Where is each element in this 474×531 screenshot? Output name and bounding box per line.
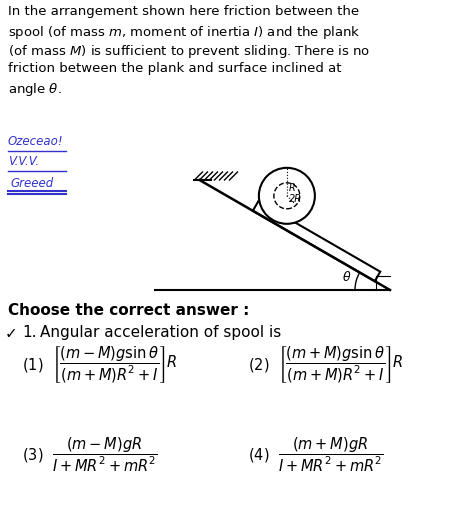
Text: $(3)$: $(3)$ xyxy=(22,446,44,464)
Text: 1.: 1. xyxy=(22,325,36,340)
Text: Angular acceleration of spool is: Angular acceleration of spool is xyxy=(40,325,281,340)
Text: $\left[\dfrac{(m+M)g\sin\theta}{(m+M)R^2+I}\right]R$: $\left[\dfrac{(m+M)g\sin\theta}{(m+M)R^2… xyxy=(278,345,403,386)
Text: $\dfrac{(m-M)gR}{I+MR^2+mR^2}$: $\dfrac{(m-M)gR}{I+MR^2+mR^2}$ xyxy=(52,436,158,474)
Text: Ozeceao!: Ozeceao! xyxy=(8,135,64,148)
Text: $(4)$: $(4)$ xyxy=(248,446,269,464)
Text: $\dfrac{(m+M)gR}{I+MR^2+mR^2}$: $\dfrac{(m+M)gR}{I+MR^2+mR^2}$ xyxy=(278,436,383,474)
Text: R: R xyxy=(289,183,296,193)
Text: In the arrangement shown here friction between the: In the arrangement shown here friction b… xyxy=(8,5,359,18)
Text: $\checkmark$: $\checkmark$ xyxy=(4,325,16,340)
Text: $(2)$: $(2)$ xyxy=(248,356,269,374)
Circle shape xyxy=(274,183,300,209)
Polygon shape xyxy=(253,201,380,281)
Text: friction between the plank and surface inclined at: friction between the plank and surface i… xyxy=(8,62,341,75)
Text: V.V.V.: V.V.V. xyxy=(8,155,39,168)
Text: angle $\theta$.: angle $\theta$. xyxy=(8,81,62,98)
Text: $(1)$: $(1)$ xyxy=(22,356,44,374)
Text: $\left[\dfrac{(m-M)g\sin\theta}{(m+M)R^2+I}\right]R$: $\left[\dfrac{(m-M)g\sin\theta}{(m+M)R^2… xyxy=(52,345,177,386)
Text: Choose the correct answer :: Choose the correct answer : xyxy=(8,303,249,318)
Text: $\theta$: $\theta$ xyxy=(342,270,352,284)
Circle shape xyxy=(259,168,315,224)
Text: (of mass $M$) is sufficient to prevent sliding. There is no: (of mass $M$) is sufficient to prevent s… xyxy=(8,43,370,60)
Text: Greeed: Greeed xyxy=(10,177,53,190)
Text: spool (of mass $m$, moment of inertia $I$) and the plank: spool (of mass $m$, moment of inertia $I… xyxy=(8,24,360,41)
Text: 2R: 2R xyxy=(289,194,302,204)
